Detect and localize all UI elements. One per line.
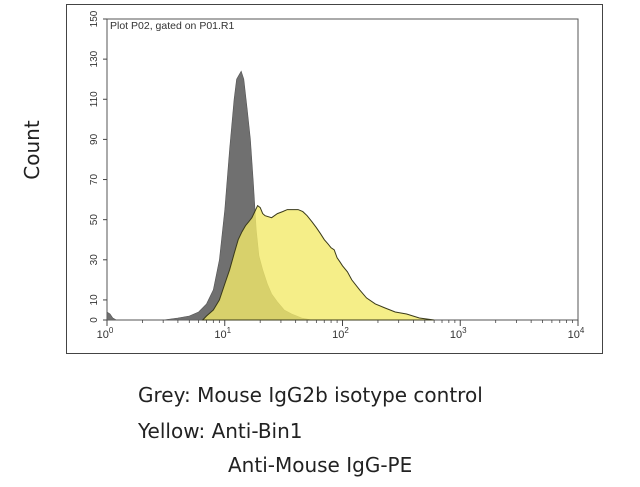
legend-caption-grey: Grey: Mouse IgG2b isotype control (138, 383, 483, 407)
y-tick-label: 90 (89, 133, 100, 145)
x-tick-label: 101 (214, 326, 231, 341)
x-tick-label: 102 (332, 326, 349, 341)
y-tick-label: 150 (89, 10, 100, 27)
chart-frame: 0 10 30 50 70 90 110 130 150 100 101 102 103 104 Plot … (66, 4, 603, 354)
x-tick-label: 104 (568, 326, 585, 341)
series-area-yellow-anti-bin1 (201, 204, 435, 321)
y-tick-label: 30 (89, 254, 100, 266)
legend-caption-antibody: Anti-Mouse IgG-PE (228, 453, 413, 477)
x-tick-label: 100 (97, 326, 114, 341)
y-tick-label: 70 (89, 174, 100, 186)
plot-title: Plot P02, gated on P01.R1 (110, 20, 234, 32)
y-tick-label: 10 (89, 294, 100, 306)
y-tick-label: 50 (89, 214, 100, 226)
y-tick-label: 130 (89, 50, 100, 67)
histogram-chart: 0 10 30 50 70 90 110 130 150 100 101 102 103 104 Plot … (89, 10, 585, 341)
x-tick-label: 103 (450, 326, 467, 341)
y-tick-label: 110 (89, 91, 100, 107)
y-tick-label: 0 (89, 317, 100, 323)
legend-caption-yellow: Yellow: Anti-Bin1 (138, 419, 303, 443)
y-axis-label: Count (20, 120, 44, 180)
